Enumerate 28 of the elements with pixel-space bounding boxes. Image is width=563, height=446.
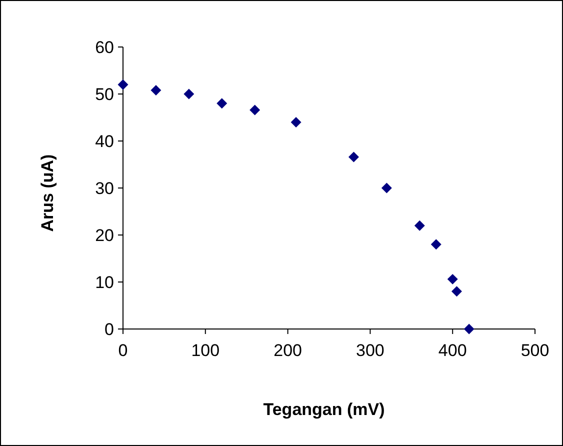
x-tick-label: 300 xyxy=(356,341,384,360)
point xyxy=(447,274,458,284)
point xyxy=(414,220,425,231)
x-tick-label: 200 xyxy=(274,341,302,360)
y-tick-label: 20 xyxy=(95,226,114,245)
point xyxy=(216,98,228,109)
y-tick-label: 0 xyxy=(104,320,114,339)
x-axis-title: Tegangan (mV) xyxy=(263,400,385,419)
point xyxy=(184,88,194,100)
point xyxy=(381,182,392,194)
y-tick-label: 50 xyxy=(95,85,114,104)
x-tick-label: 0 xyxy=(118,341,128,360)
point xyxy=(150,85,162,96)
point xyxy=(348,152,359,162)
x-tick-label: 100 xyxy=(191,341,220,360)
y-tick-label: 30 xyxy=(95,179,114,198)
y-tick-label: 40 xyxy=(95,132,114,151)
y-axis-title: Arus (uA) xyxy=(38,154,57,232)
point xyxy=(464,324,474,334)
point xyxy=(290,116,302,128)
point xyxy=(430,239,442,250)
y-tick-label: 60 xyxy=(95,38,114,57)
x-tick-label: 500 xyxy=(520,341,550,360)
point xyxy=(451,286,462,297)
x-tick-label: 400 xyxy=(438,341,467,360)
y-tick-label: 10 xyxy=(95,273,114,292)
point xyxy=(250,104,260,116)
point xyxy=(118,79,128,90)
